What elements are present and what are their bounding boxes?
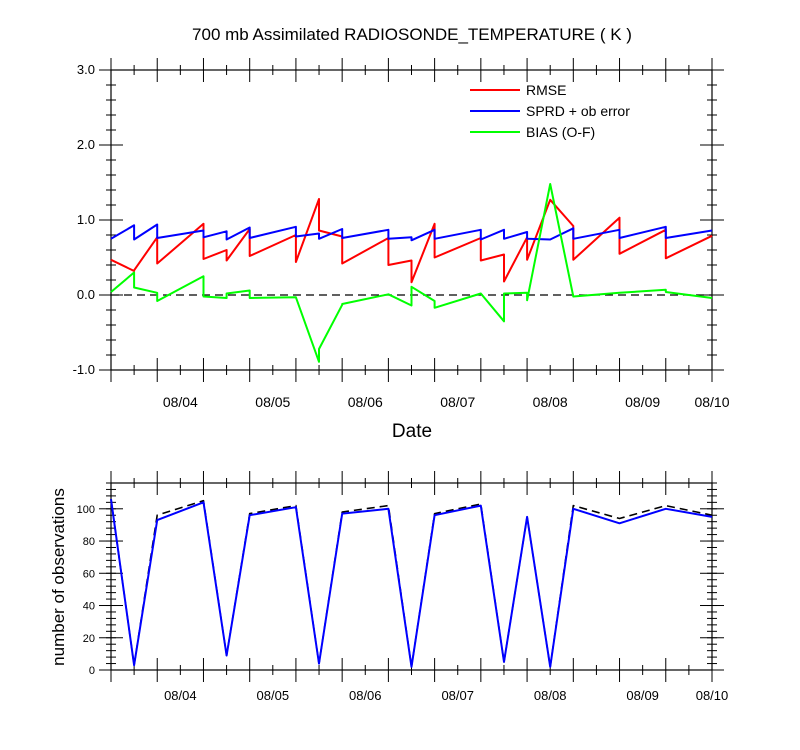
y-tick-label: 0.0 — [77, 287, 95, 302]
series-line-rmse — [110, 198, 713, 284]
y-axis-label: number of observations — [49, 488, 68, 666]
y-tick-label: 1.0 — [77, 212, 95, 227]
series-line-used — [110, 498, 713, 668]
legend-label: RMSE — [526, 82, 566, 98]
x-axis-label: Date — [392, 421, 432, 442]
x-tick-label: 08/10 — [696, 688, 729, 703]
y-tick-label: 3.0 — [77, 62, 95, 77]
x-tick-label: 08/06 — [348, 394, 383, 410]
x-tick-label: 08/07 — [440, 394, 475, 410]
y-tick-label: 40 — [83, 601, 95, 613]
x-tick-label: 08/05 — [257, 688, 290, 703]
x-tick-label: 08/08 — [534, 688, 567, 703]
x-tick-label: 08/10 — [694, 394, 729, 410]
x-tick-label: 08/05 — [255, 394, 290, 410]
series-line-bias-o-f — [110, 183, 713, 363]
x-tick-label: 08/08 — [533, 394, 568, 410]
legend-label: BIAS (O-F) — [526, 124, 595, 140]
x-tick-label: 08/04 — [164, 688, 197, 703]
plot-frame — [110, 482, 713, 671]
x-tick-label: 08/09 — [625, 394, 660, 410]
chart-title: 700 mb Assimilated RADIOSONDE_TEMPERATUR… — [192, 25, 632, 44]
series-line-possible — [110, 498, 713, 668]
y-tick-label: 0 — [89, 665, 95, 677]
y-tick-label: 20 — [83, 633, 95, 645]
y-tick-label: 100 — [77, 504, 95, 516]
legend-label: SPRD + ob error — [526, 103, 630, 119]
top-panel: 08/04 08/05 08/06 08/07 08/08 08/09 08/10 -1.0 0… — [73, 58, 730, 410]
x-tick-label: 08/07 — [441, 688, 474, 703]
x-tick-label: 08/09 — [626, 688, 659, 703]
x-tick-label: 08/06 — [349, 688, 382, 703]
bottom-panel: 08/04 08/05 08/06 08/07 08/08 08/09 08/10 0 20 40… — [77, 471, 729, 703]
x-tick-label: 08/04 — [163, 394, 198, 410]
y-tick-label: 2.0 — [77, 137, 95, 152]
y-tick-label: 80 — [83, 536, 95, 548]
y-tick-label: -1.0 — [73, 362, 95, 377]
series-line-sprd-ob-error — [110, 223, 713, 242]
y-tick-label: 60 — [83, 568, 95, 580]
